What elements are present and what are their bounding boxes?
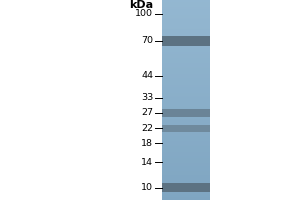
Text: 22: 22 [141, 124, 153, 133]
Text: 100: 100 [135, 9, 153, 18]
Text: 14: 14 [141, 158, 153, 167]
Bar [162, 125, 210, 132]
Text: 18: 18 [141, 139, 153, 148]
Text: 33: 33 [141, 93, 153, 102]
Bar [162, 183, 210, 192]
Text: kDa: kDa [129, 0, 153, 10]
Text: 27: 27 [141, 108, 153, 117]
Text: 70: 70 [141, 36, 153, 45]
Bar [162, 109, 210, 117]
Text: 44: 44 [141, 71, 153, 80]
Text: 10: 10 [141, 183, 153, 192]
Bar [162, 36, 210, 46]
